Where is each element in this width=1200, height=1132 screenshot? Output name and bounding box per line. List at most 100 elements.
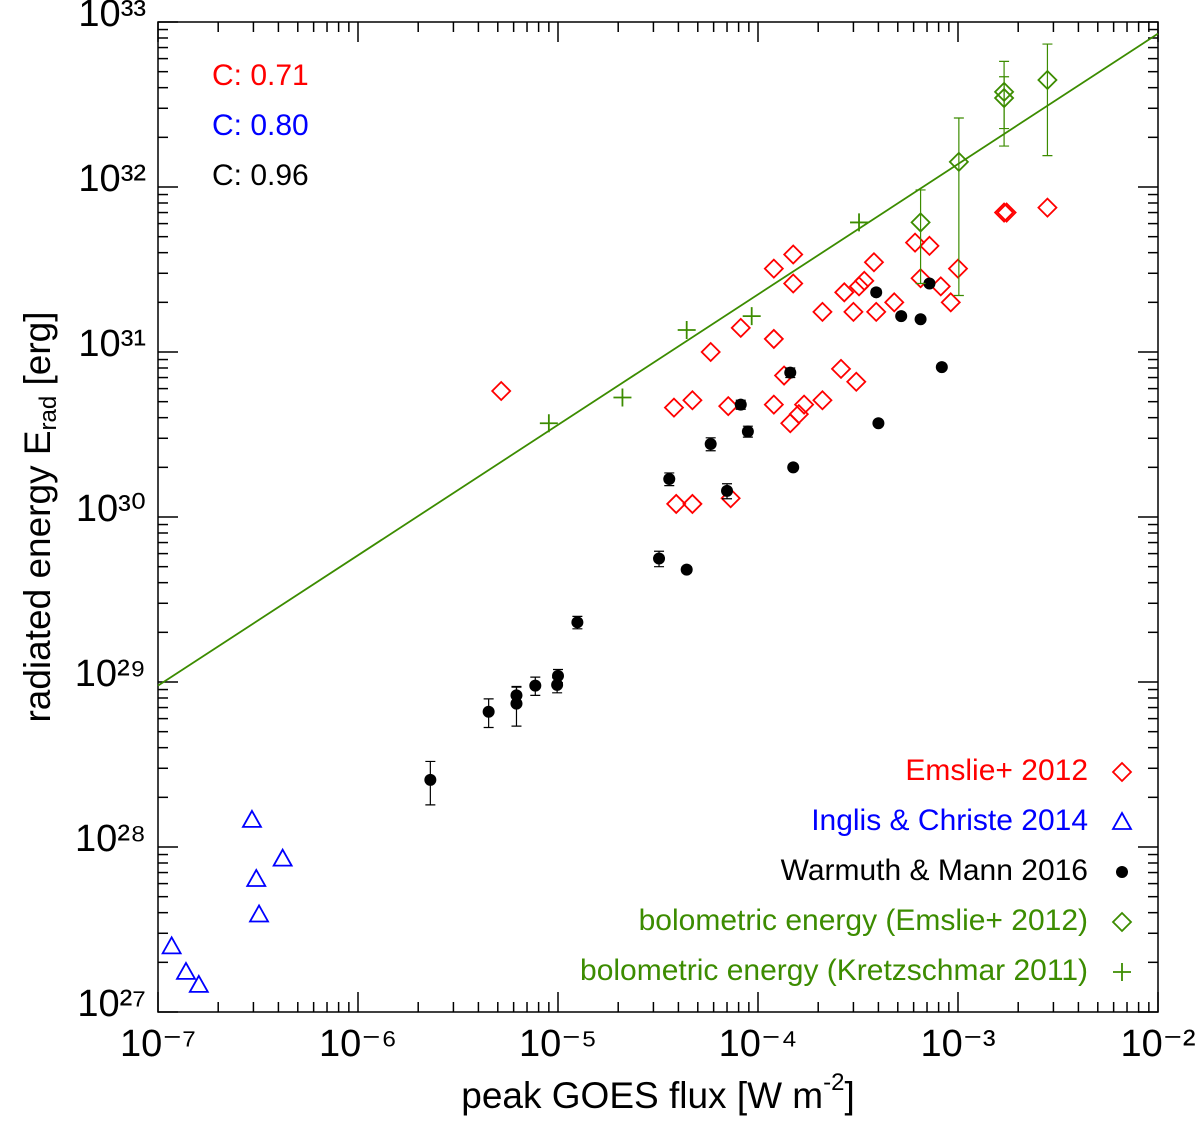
y-label-end: [erg]: [17, 311, 58, 395]
diamond-point: [665, 493, 687, 515]
error-bar: [999, 76, 1010, 130]
dot-point: [510, 697, 523, 710]
x-tick-label: 10⁻⁶: [319, 1023, 397, 1065]
legend-marker: [1113, 963, 1131, 981]
triangle-point: [175, 961, 197, 980]
diamond-point: [996, 202, 1017, 223]
triangle-point: [248, 903, 270, 923]
annotation: C: 0.80: [212, 109, 309, 142]
plus-point: [677, 320, 696, 339]
dot-point: [552, 669, 564, 682]
diamond-point: [782, 244, 804, 265]
x-tick-label: 10⁻³: [921, 1023, 996, 1065]
error-bar: [953, 117, 964, 297]
diamond-point: [830, 358, 852, 380]
x-tick-label: 10⁻⁷: [120, 1023, 196, 1065]
diamond-point: [782, 273, 804, 294]
plus-point: [850, 213, 869, 232]
y-tick-label: 10³³: [78, 0, 146, 35]
diamond-point: [793, 394, 815, 415]
diamond-point: [1037, 69, 1058, 91]
diamond-point: [993, 202, 1015, 223]
dot-point: [895, 310, 908, 323]
diamond-point: [919, 235, 940, 257]
diamond-point: [948, 151, 970, 173]
diamond-point: [780, 412, 801, 434]
diamond-point: [717, 395, 739, 417]
x-label-text: peak GOES flux [W m: [461, 1075, 823, 1116]
y-tick-label: 10³¹: [78, 323, 146, 365]
diamond-point: [663, 397, 685, 418]
legend-label: Emslie+ 2012: [905, 754, 1088, 787]
annotation: C: 0.71: [212, 59, 309, 92]
triangle-point: [188, 974, 210, 993]
dot-point: [551, 678, 564, 691]
legend-label: Warmuth & Mann 2016: [781, 854, 1088, 887]
diamond-point: [763, 328, 785, 350]
dot-point: [424, 773, 437, 786]
diamond-point: [865, 301, 887, 323]
plus-point: [742, 307, 761, 326]
error-bar: [915, 189, 926, 285]
dot-point: [482, 705, 495, 718]
diamond-point: [993, 87, 1015, 109]
y-tick-label: 10²⁸: [75, 818, 146, 860]
dot-point: [923, 277, 936, 290]
dot-point: [663, 472, 676, 485]
diamond-point: [763, 258, 785, 279]
diamond-point: [1037, 197, 1058, 218]
diamond-point: [854, 270, 875, 292]
x-tick-label: 10⁻⁴: [719, 1023, 798, 1065]
diamond-point: [940, 292, 962, 313]
dot-point: [870, 286, 883, 299]
diamond-point: [812, 389, 833, 411]
diamond-point: [910, 212, 931, 233]
dot-point: [704, 437, 717, 450]
triangle-point: [161, 935, 183, 955]
diamond-point: [763, 394, 785, 415]
diamond-point: [845, 371, 867, 393]
legend-label: bolometric energy (Emslie+ 2012): [639, 904, 1088, 937]
fit-line: [157, 32, 1159, 687]
dot-point: [734, 398, 747, 411]
legend-marker: [1111, 911, 1133, 933]
dot-point: [872, 417, 885, 430]
diamond-point: [843, 301, 864, 323]
diamond-point: [788, 403, 810, 425]
triangle-point: [245, 868, 267, 887]
diamond-point: [682, 493, 703, 515]
legend-label: Inglis & Christe 2014: [811, 804, 1088, 837]
dot-point: [529, 679, 542, 692]
y-label-text: radiated energy E: [17, 430, 58, 722]
dot-point: [721, 484, 734, 497]
diamond-point: [883, 292, 905, 313]
x-tick-label: 10⁻²: [1121, 1023, 1196, 1065]
x-label-end: ]: [844, 1075, 854, 1116]
annotation: C: 0.96: [212, 159, 309, 192]
diamond-point: [904, 232, 926, 253]
x-axis-label: peak GOES flux [W m-2]: [461, 1069, 855, 1115]
diamond-point: [812, 301, 833, 323]
legend-marker: [1116, 866, 1128, 878]
y-tick-label: 10²⁹: [75, 653, 146, 695]
diamond-point: [834, 282, 855, 303]
dot-point: [571, 616, 584, 629]
dot-point: [784, 366, 797, 379]
diamond-point: [490, 380, 512, 402]
x-label-sup: -2: [823, 1069, 844, 1096]
legend-label: bolometric energy (Kretzschmar 2011): [580, 954, 1088, 987]
plus-point: [613, 388, 632, 407]
legend-marker: [1111, 761, 1133, 783]
diamond-point: [848, 276, 870, 297]
diamond-point: [730, 317, 752, 339]
diamond-point: [947, 258, 969, 279]
dot-point: [787, 461, 800, 474]
diamond-point: [910, 267, 931, 289]
triangle-point: [272, 847, 294, 867]
y-tick-label: 10²⁷: [77, 983, 146, 1025]
triangle-point: [241, 809, 263, 828]
x-tick-label: 10⁻⁵: [519, 1023, 597, 1065]
dot-point: [935, 361, 948, 374]
error-bar: [1042, 43, 1053, 157]
